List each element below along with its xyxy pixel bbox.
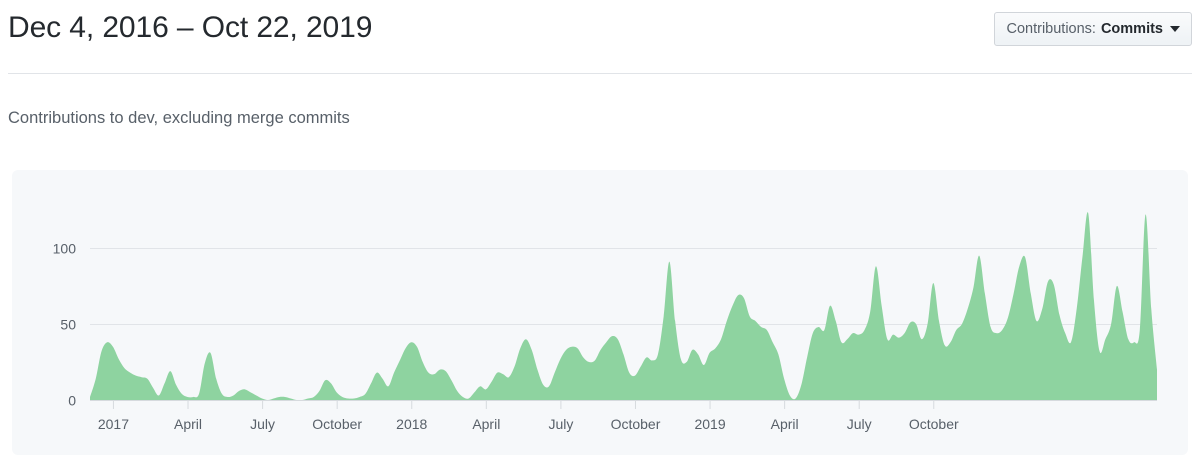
x-tick-label: April	[174, 416, 202, 432]
page-header: Dec 4, 2016 – Oct 22, 2019 Contributions…	[0, 0, 1200, 74]
contributions-dropdown-value: Commits	[1100, 21, 1163, 37]
chart-axis	[90, 400, 1157, 409]
chart-gridlines	[90, 248, 1157, 325]
chart-subtitle: Contributions to dev, excluding merge co…	[8, 109, 350, 127]
x-tick-label: October	[312, 416, 362, 432]
chart-area-series	[90, 212, 1157, 401]
chart-y-tick-labels: 0 50 100	[53, 241, 77, 409]
x-tick-label: October	[611, 416, 661, 432]
header-divider	[8, 73, 1192, 74]
x-tick-label: April	[771, 416, 799, 432]
chevron-down-icon	[1170, 26, 1180, 32]
x-tick-label: July	[847, 416, 872, 432]
y-tick-label: 100	[53, 241, 77, 257]
commits-area-path	[90, 212, 1157, 401]
contributions-type-dropdown[interactable]: Contributions: Commits	[994, 12, 1192, 46]
contributions-area-chart: 0 50 100 2017 April July October 2018 April July…	[53, 212, 1157, 432]
x-tick-label: April	[472, 416, 500, 432]
contributions-chart-panel: 0 50 100 2017 April July October 2018 April July…	[12, 170, 1188, 455]
x-tick-label: 2017	[98, 416, 129, 432]
x-tick-label: 2019	[694, 416, 725, 432]
x-tick-label: July	[250, 416, 275, 432]
x-tick-label: July	[548, 416, 573, 432]
x-tick-label: 2018	[396, 416, 427, 432]
y-tick-label: 50	[60, 317, 76, 333]
contributions-dropdown-label: Contributions:	[1006, 21, 1096, 37]
page-title: Dec 4, 2016 – Oct 22, 2019	[8, 11, 373, 44]
y-tick-label: 0	[68, 393, 76, 409]
x-tick-label: October	[909, 416, 959, 432]
chart-x-tick-labels: 2017 April July October 2018 April July October…	[98, 416, 959, 432]
